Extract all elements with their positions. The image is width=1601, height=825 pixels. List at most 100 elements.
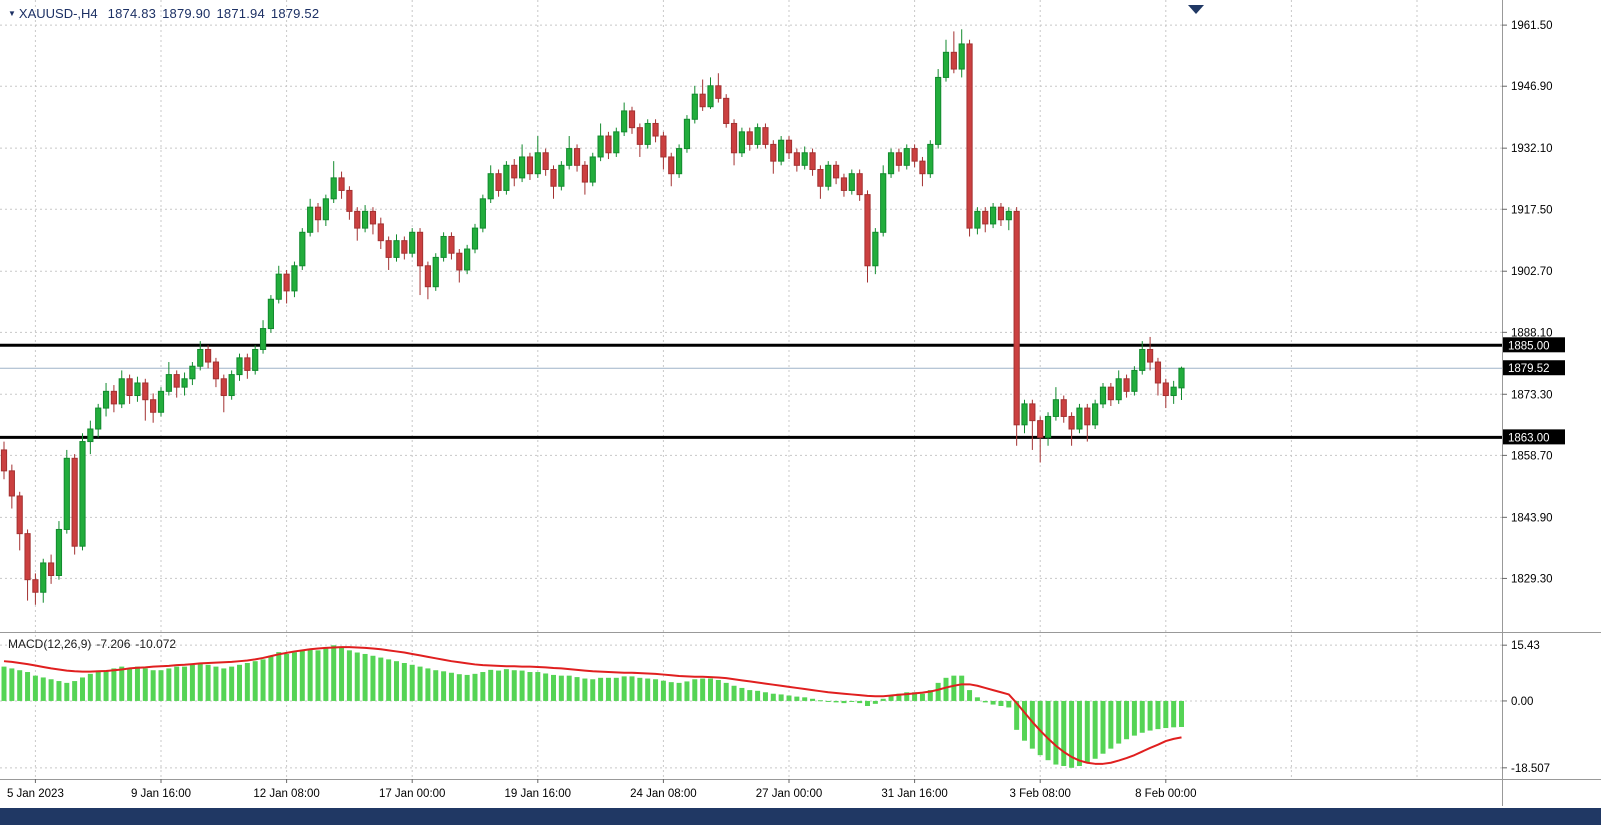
candle bbox=[762, 123, 769, 149]
candle bbox=[935, 69, 942, 149]
macd-histogram-bar bbox=[1092, 700, 1098, 759]
candle bbox=[275, 265, 282, 304]
candle bbox=[613, 127, 620, 157]
candle bbox=[71, 454, 78, 555]
macd-histogram-bar bbox=[260, 659, 266, 701]
macd-histogram-bar bbox=[252, 661, 258, 701]
macd-main-value: -7.206 bbox=[96, 637, 131, 651]
macd-histogram-bar bbox=[378, 657, 384, 701]
time-axis: 5 Jan 2023 9 Jan 16:00 12 Jan 08:00 17 Jan … bbox=[7, 779, 1196, 800]
macd-histogram-bar bbox=[566, 675, 572, 701]
candle bbox=[299, 228, 306, 270]
candle bbox=[503, 161, 510, 195]
macd-histogram-bar bbox=[770, 693, 776, 701]
candle bbox=[526, 152, 534, 180]
candle bbox=[110, 385, 118, 413]
candle bbox=[471, 223, 479, 254]
candle bbox=[48, 554, 55, 584]
macd-histogram-bar bbox=[747, 690, 753, 701]
macd-histogram-bar bbox=[315, 650, 321, 701]
macd-histogram-bar bbox=[849, 700, 855, 702]
symbol-dropdown-icon[interactable]: ▼ bbox=[8, 9, 16, 18]
macd-histogram-bar bbox=[676, 682, 682, 701]
macd-histogram-bar bbox=[221, 668, 227, 701]
candle bbox=[550, 165, 557, 199]
candle bbox=[785, 136, 793, 160]
candle bbox=[990, 202, 997, 229]
macd-histogram-bar bbox=[888, 695, 894, 701]
macd-signal-value: -10.072 bbox=[135, 637, 177, 651]
macd-histogram-bar bbox=[456, 674, 462, 701]
candle bbox=[1139, 341, 1146, 375]
horizontal-lines-layer[interactable] bbox=[0, 343, 1502, 439]
grid-layer bbox=[0, 0, 1502, 779]
macd-histogram-bar bbox=[927, 690, 933, 701]
candle bbox=[872, 228, 879, 275]
macd-histogram-bar bbox=[64, 682, 70, 701]
bottom-bar[interactable] bbox=[0, 808, 1601, 825]
macd-histogram-bar bbox=[660, 680, 666, 701]
macd-histogram-bar bbox=[1116, 700, 1122, 744]
macd-histogram-bar bbox=[935, 682, 941, 701]
macd-histogram-bar bbox=[472, 673, 478, 701]
candle bbox=[1123, 374, 1130, 398]
candle bbox=[754, 123, 761, 149]
macd-histogram-bar bbox=[158, 670, 164, 701]
candle bbox=[79, 433, 86, 551]
macd-histogram-bar bbox=[32, 675, 38, 701]
candle bbox=[377, 217, 384, 250]
macd-histogram-bar bbox=[448, 672, 454, 701]
macd-histogram-bar bbox=[1053, 700, 1059, 765]
macd-histogram-bar bbox=[17, 670, 23, 701]
macd-histogram-bar bbox=[637, 677, 643, 701]
macd-histogram-bar bbox=[511, 670, 517, 701]
price-axis-label: 1961.50 bbox=[1511, 20, 1553, 32]
macd-histogram-bar bbox=[574, 677, 580, 701]
macd-histogram-bar bbox=[182, 666, 188, 701]
macd-histogram-bar bbox=[488, 669, 494, 701]
macd-histogram-bar bbox=[739, 687, 745, 701]
price-axis: 1961.50 1946.90 1932.10 1917.50 1902.70 1888.… bbox=[1502, 20, 1565, 775]
candle bbox=[534, 136, 541, 178]
macd-histogram-bar bbox=[1, 666, 7, 701]
candle bbox=[573, 144, 581, 172]
macd-histogram-bar bbox=[1014, 700, 1020, 730]
candle bbox=[817, 165, 824, 199]
candle bbox=[55, 521, 63, 580]
macd-histogram-bar bbox=[919, 693, 925, 701]
candle bbox=[157, 387, 165, 417]
candle bbox=[487, 165, 494, 203]
svg-text:1879.52: 1879.52 bbox=[1508, 363, 1550, 375]
price-axis-label: 1873.30 bbox=[1511, 389, 1553, 401]
candle bbox=[448, 232, 455, 260]
candle bbox=[511, 159, 518, 187]
macd-histogram-bar bbox=[904, 692, 910, 701]
candle bbox=[307, 198, 314, 237]
candle bbox=[338, 171, 345, 199]
candle bbox=[479, 194, 486, 233]
macd-histogram-bar bbox=[425, 668, 431, 701]
macd-histogram-bar bbox=[56, 681, 62, 701]
macd-histogram-bar bbox=[142, 668, 148, 701]
candle bbox=[1060, 395, 1067, 423]
macd-histogram-bar bbox=[197, 662, 203, 701]
time-axis-label: 3 Feb 08:00 bbox=[1010, 788, 1071, 800]
macd-histogram-bar bbox=[346, 650, 352, 701]
candle bbox=[267, 295, 274, 333]
macd-histogram-bar bbox=[990, 700, 996, 705]
macd-indicator-label: MACD(12,26,9) -7.206 -10.072 bbox=[8, 637, 181, 651]
chart-shift-marker-icon[interactable] bbox=[1188, 5, 1204, 14]
candle bbox=[1052, 387, 1060, 421]
macd-histogram-bar bbox=[40, 677, 46, 701]
candle bbox=[291, 261, 298, 298]
candle bbox=[1005, 207, 1012, 231]
macd-histogram-bar bbox=[582, 678, 588, 701]
candle bbox=[1029, 399, 1036, 450]
macd-histogram-bar bbox=[723, 682, 729, 701]
svg-text:1863.00: 1863.00 bbox=[1508, 432, 1550, 444]
ohlc-low-value: 1871.94 bbox=[216, 6, 265, 21]
macd-histogram-bar bbox=[127, 668, 133, 701]
candle bbox=[864, 190, 871, 283]
candle bbox=[919, 156, 926, 187]
